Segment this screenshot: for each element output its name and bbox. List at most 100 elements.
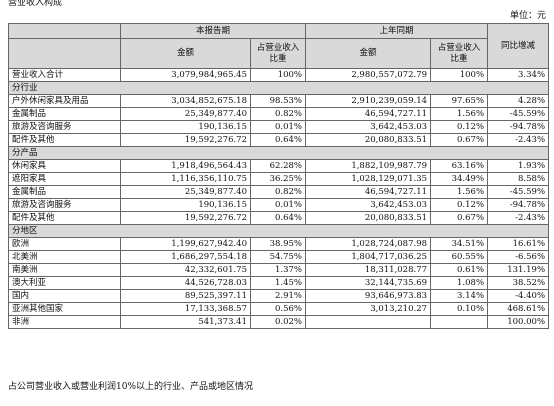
header-row: 金额 占营业收入比重 金额 占营业收入比重 [8,38,549,69]
cell: 89,525,397.11 [120,289,251,303]
data-row: 配件及其他 19,592,276.72 0.64% 20,080,833.51 0.67… [8,133,550,147]
header-cell: 占营业收入比重 [249,38,307,69]
cell: 0.61% [430,263,489,277]
data-row: 休闲家具 1,918,496,564.43 62.28% 1,882,109,987.… [8,159,550,173]
cell: 0.02% [249,315,307,329]
row-label: 分产品 [7,146,550,160]
row-label: 非洲 [8,315,121,329]
cell: 2.91% [249,289,307,303]
cell: -4.40% [487,289,550,303]
cell: 0.64% [249,211,307,225]
cell: 1.93% [487,159,550,173]
row-label: 分行业 [7,81,550,95]
row-label: 户外休闲家具及用品 [8,94,121,108]
data-row: 澳大利亚 44,526,728.03 1.45% 32,144,735.69 1.08%… [8,276,550,290]
cell: 0.12% [430,198,489,212]
cell: 8.58% [487,172,550,186]
cell: 3.14% [430,289,489,303]
cell: 3,079,984,965.45 [120,68,251,82]
unit-label: 单位：元 [509,11,546,21]
cell: 1,882,109,987.79 [305,159,432,173]
data-row: 北美洲 1,686,297,554.18 54.75% 1,804,717,036.2… [8,250,550,264]
header-cell: 同比增减 [487,23,550,69]
cell: 54.75% [249,250,307,264]
cell: 3,642,453.03 [305,120,432,134]
data-row: 配件及其他 19,592,276.72 0.64% 20,080,833.51 0.67… [8,211,550,225]
cell: 0.64% [249,133,307,147]
cell: 0.12% [430,120,489,134]
header-cell: 上年同期 [305,23,489,39]
row-label: 旅游及咨询服务 [8,198,121,212]
header-cell: 金额 [120,38,251,69]
cell: 25,349,877.40 [120,107,251,121]
cell: -6.56% [487,250,550,264]
data-row: 金属制品 25,349,877.40 0.82% 46,594,727.11 1.56%… [8,107,550,121]
cell: -45.59% [487,107,550,121]
cell: 46,594,727.11 [305,107,432,121]
cell: 63.16% [430,159,489,173]
cell: 34.49% [430,172,489,186]
cell [305,315,432,329]
cell: 541,373.41 [120,315,251,329]
cell: 98.53% [249,94,307,108]
row-label: 营业收入合计 [8,68,121,82]
data-row: 金属制品 25,349,877.40 0.82% 46,594,727.11 1.56%… [8,185,550,199]
cell: 20,080,833.51 [305,211,432,225]
row-label: 休闲家具 [8,159,121,173]
cell: 100% [430,68,489,82]
cell: 1,199,627,942.40 [120,237,251,251]
cell: 20,080,833.51 [305,133,432,147]
cell: 1.45% [249,276,307,290]
cell: 42,332,601.75 [120,263,251,277]
cell: 46,594,727.11 [305,185,432,199]
row-label: 国内 [8,289,121,303]
cell: 190,136.15 [120,198,251,212]
cell: 1,918,496,564.43 [120,159,251,173]
cell: 0.10% [430,302,489,316]
cell: 19,592,276.72 [120,211,251,225]
cell: 1,686,297,554.18 [120,250,251,264]
cell: 100.00% [487,315,550,329]
row-label: 澳大利亚 [8,276,121,290]
row-label: 旅游及咨询服务 [8,120,121,134]
data-row: 户外休闲家具及用品 3,034,852,675.18 98.53% 2,910,239… [8,94,550,108]
cell: 2,980,557,072.79 [305,68,432,82]
cell: 16.61% [487,237,550,251]
cell: 100% [249,68,307,82]
row-label: 北美洲 [8,250,121,264]
cell: 190,136.15 [120,120,251,134]
data-row: 旅游及咨询服务 190,136.15 0.01% 3,642,453.03 0.12% -… [8,198,550,212]
header-row: 本报告期 上年同期 同比增减 [8,23,550,69]
row-label: 金属制品 [8,185,121,199]
cell: 1,804,717,036.25 [305,250,432,264]
cell: 0.67% [430,133,489,147]
cell [430,315,489,329]
section-row: 分地区 [7,224,550,238]
cell: 1.37% [249,263,307,277]
revenue-table: 本报告期 上年同期 同比增减 金额 占营业收入比重 金额 占营业收入比重 营业收… [7,23,550,329]
row-label: 配件及其他 [8,133,121,147]
data-row: 旅游及咨询服务 190,136.15 0.01% 3,642,453.03 0.12% -… [8,120,550,134]
data-row: 营业收入合计 3,079,984,965.45 100% 2,980,557,072.… [8,68,550,82]
section-row: 分产品 [7,146,550,160]
cell: -2.43% [487,211,550,225]
cell: 38.52% [487,276,550,290]
cell: 17,133,368.57 [120,302,251,316]
cell: 3.34% [487,68,550,82]
cell: 18,311,028.77 [305,263,432,277]
row-label: 南美洲 [8,263,121,277]
cell: 38.95% [249,237,307,251]
cell: 1,028,129,071.35 [305,172,432,186]
cell: 1.56% [430,107,489,121]
row-label: 金属制品 [8,107,121,121]
cell: 0.56% [249,302,307,316]
cell: 3,034,852,675.18 [120,94,251,108]
cell: 25,349,877.40 [120,185,251,199]
header-cell [8,38,121,69]
data-row: 亚洲其他国家 17,133,368.57 0.56% 3,013,210.27 0.10… [8,302,550,316]
header-cell [8,23,121,39]
header-cell: 金额 [305,38,432,69]
data-row: 南美洲 42,332,601.75 1.37% 18,311,028.77 0.61% 1… [8,263,550,277]
cell: 2,910,239,059.14 [305,94,432,108]
